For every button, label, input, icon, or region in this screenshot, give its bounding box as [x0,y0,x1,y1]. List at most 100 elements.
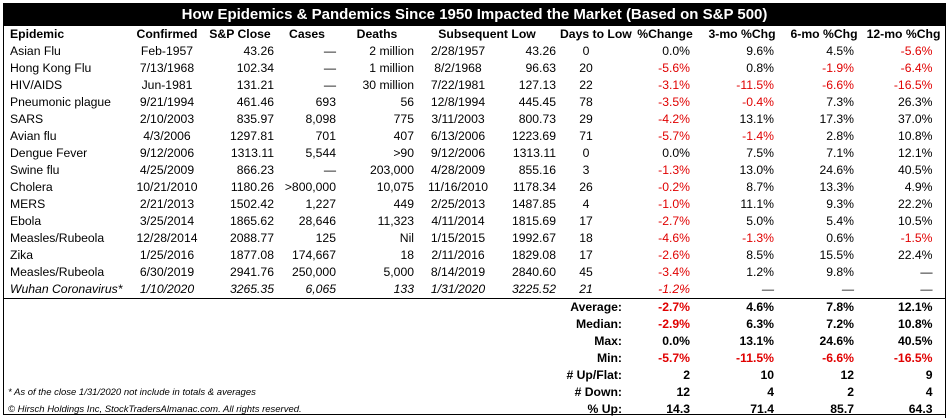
cell-days: 17 [579,214,593,228]
col-header: S&P Close [209,27,271,41]
cell-deaths: 2 million [369,44,414,58]
cell-sp-close: 1877.08 [229,248,274,262]
summary-m12: 12.1% [866,298,946,316]
summary-m6: 12 [840,368,854,382]
cell-cases: >800,000 [284,180,336,194]
cell-low-date: 2/11/2016 [431,248,485,262]
epidemics-table: Epidemic Confirmed S&P Close Cases Death… [4,26,946,418]
summary-row: * As of the close 1/31/2020 not include … [4,384,946,401]
table-row: SARS 2/10/2003 835.97 8,098 775 3/11/2003 800.… [4,111,946,128]
cell-m3: 8.7% [746,180,774,194]
cell-m6: 7.1% [826,146,854,160]
cell-days: 18 [579,231,593,245]
cell-sp-close: 2941.76 [229,265,274,279]
cell-low-value: 3225.52 [511,282,556,296]
table-row: Pneumonic plague 9/21/1994 461.46 693 56 12/8… [4,94,946,111]
cell-deaths: 11,323 [377,214,414,228]
cell-m3: 0.8% [746,61,774,75]
summary-label: Median: [575,317,622,331]
cell-low-date: 12/8/1994 [430,95,486,109]
cell-confirmed: 4/3/2006 [143,129,191,143]
cell-m12: -6.4% [866,60,946,77]
cell-cases: 8,098 [305,112,337,126]
cell-low-value: 2840.60 [511,265,556,279]
cell-deaths: 18 [400,248,414,262]
cell-confirmed: 4/25/2009 [139,163,195,177]
cell-low-value: 855.16 [518,163,556,177]
summary-spacer [4,367,502,384]
table-row: MERS 2/21/2013 1502.42 1,227 449 2/25/2013 148… [4,196,946,213]
cell-epidemic: Cholera [10,180,53,194]
cell-m12: -1.5% [866,230,946,247]
summary-label: Average: [502,298,632,316]
cell-deaths: 30 million [362,78,414,92]
summary-label: # Down: [574,385,622,399]
cell-epidemic: Ebola [10,214,42,228]
cell-low-value: 1992.67 [511,231,556,245]
cell-epidemic: SARS [10,112,44,126]
summary-pct: -5.7% [658,351,690,365]
table-row: Dengue Fever 9/12/2006 1313.11 5,544 >90 9/12… [4,145,946,162]
cell-low-value: 1223.69 [511,129,556,143]
cell-epidemic: Zika [10,248,34,262]
cell-m3: 8.5% [746,248,774,262]
summary-m12: 4 [866,384,946,401]
summary-m3: 4.6% [702,298,786,316]
cell-pct: -5.7% [658,129,690,143]
cell-pct: 0.0% [662,44,690,58]
cell-sp-close: 835.97 [236,112,274,126]
cell-confirmed: 7/13/1968 [139,61,195,75]
cell-m6: -6.6% [822,78,854,92]
cell-m3: -0.4% [742,95,774,109]
summary-pct: -2.9% [658,317,690,331]
cell-low-date: 8/2/1968 [434,61,482,75]
data-rows: Asian Flu Feb-1957 43.26 — 2 million 2/28/195… [4,43,946,299]
summary-m3: 71.4 [750,402,774,416]
cell-deaths: Nil [399,231,414,245]
cell-sp-close: 1502.42 [229,197,274,211]
cell-deaths: 10,075 [376,180,414,194]
summary-m3: -11.5% [736,351,774,365]
cell-pct: -1.3% [658,163,690,177]
cell-epidemic: Swine flu [10,163,60,177]
cell-pct: 0.0% [662,146,690,160]
cell-low-date: 1/15/2015 [430,231,486,245]
cell-m6: 0.6% [826,231,854,245]
cell-cases: — [323,163,336,177]
cell-epidemic: Asian Flu [10,44,61,58]
summary-m3: 6.3% [746,317,774,331]
cell-cases: 5,544 [305,146,337,160]
cell-cases: 250,000 [291,265,336,279]
header-row: Epidemic Confirmed S&P Close Cases Death… [4,26,945,43]
cell-low-date: 4/28/2009 [430,163,486,177]
summary-spacer [4,298,502,316]
cell-deaths: 449 [393,197,414,211]
col-header: 6-mo %Chg [790,27,858,41]
cell-low-date: 2/28/1957 [430,44,486,58]
cell-deaths: 203,000 [369,163,414,177]
cell-sp-close: 2088.77 [229,231,274,245]
cell-deaths: 56 [400,95,414,109]
cell-days: 22 [579,78,593,92]
cell-cases: 693 [315,95,336,109]
summary-m12: 64.3 [866,401,946,418]
table-row: Swine flu 4/25/2009 866.23 — 203,000 4/28/200… [4,162,946,179]
cell-confirmed: 9/12/2006 [139,146,195,160]
table-row: Wuhan Coronavirus* 1/10/2020 3265.35 6,065 1… [4,281,946,299]
cell-low-value: 1487.85 [511,197,556,211]
summary-row: # Up/Flat: 2 10 12 9 [4,367,946,384]
cell-m3: -1.4% [742,129,774,143]
col-header: 12-mo %Chg [866,27,941,41]
table-frame: How Epidemics & Pandemics Since 1950 Imp… [3,3,946,418]
cell-cases: — [323,78,336,92]
summary-m3: 13.1% [739,334,774,348]
cell-m3: — [761,282,774,296]
summary-m3: 10 [760,368,774,382]
cell-deaths: 133 [393,282,414,296]
col-header: Cases [289,27,325,41]
cell-epidemic: Measles/Rubeola [10,231,105,245]
cell-low-date: 6/13/2006 [430,129,486,143]
summary-m3: 4 [767,385,774,399]
cell-sp-close: 102.34 [236,61,274,75]
cell-m12: 10.8% [866,128,946,145]
